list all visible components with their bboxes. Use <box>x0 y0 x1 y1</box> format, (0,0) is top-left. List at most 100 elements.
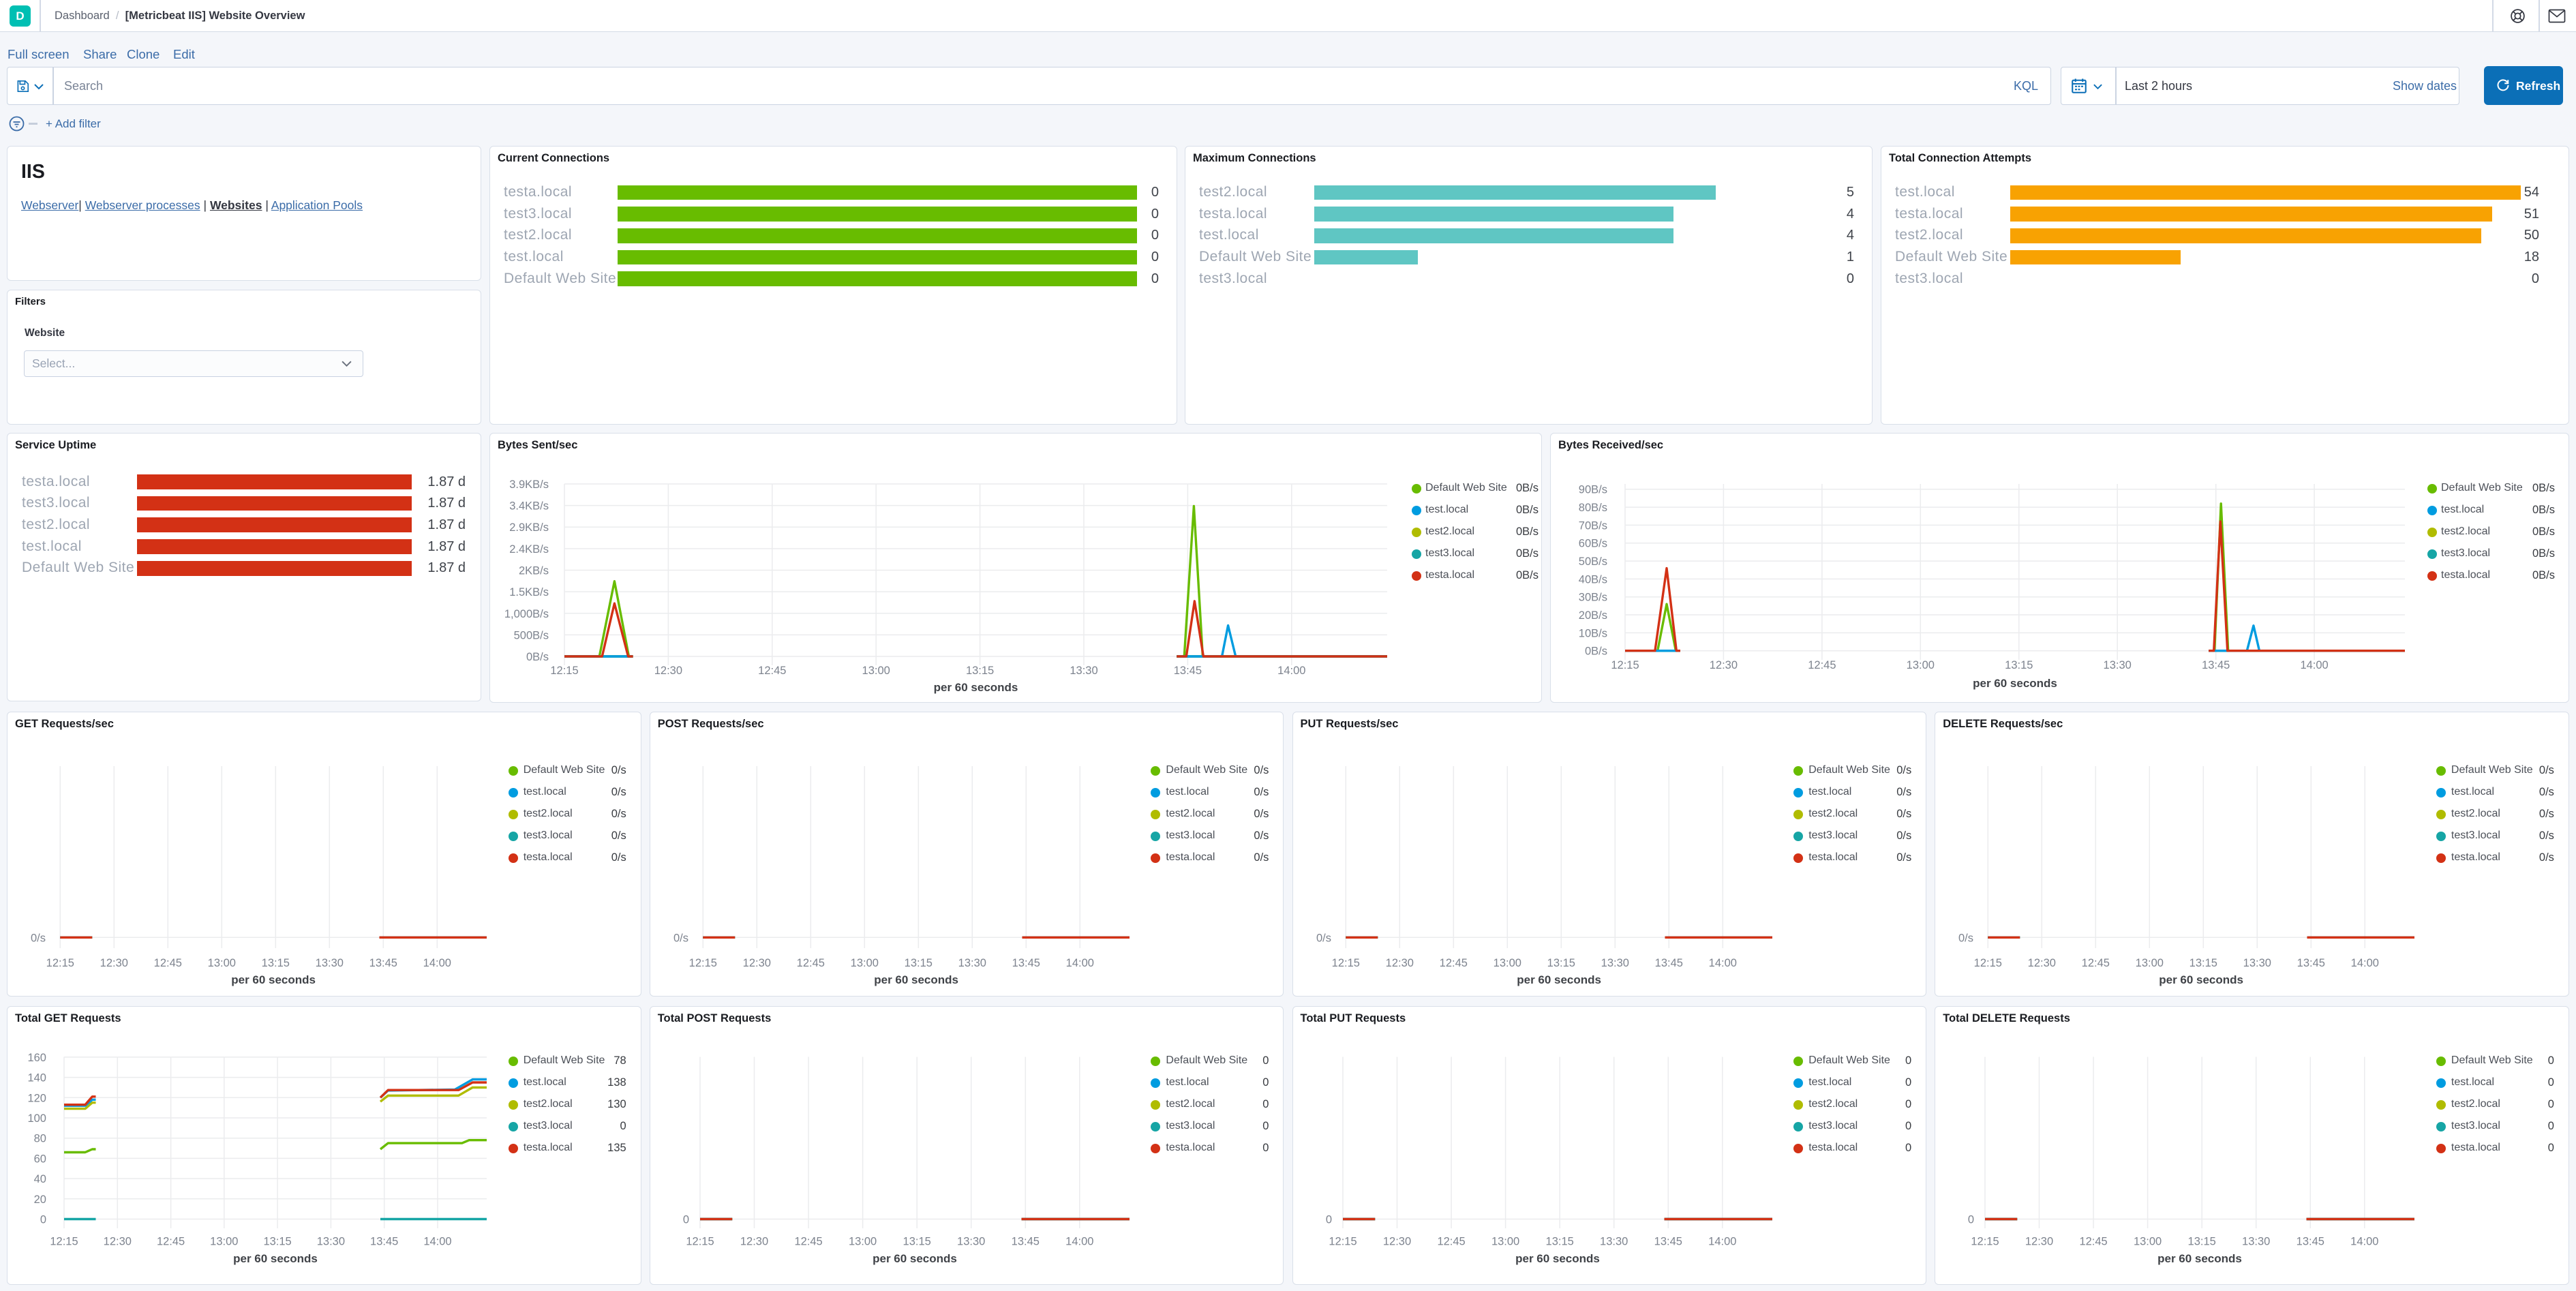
svg-text:0: 0 <box>1325 1213 1331 1226</box>
svg-text:90B/s: 90B/s <box>1579 484 1607 496</box>
svg-text:13:45: 13:45 <box>1012 957 1040 969</box>
svg-text:14:00: 14:00 <box>1065 1235 1093 1247</box>
svg-text:13:00: 13:00 <box>2134 1235 2162 1247</box>
svg-text:13:15: 13:15 <box>2189 957 2217 969</box>
svg-text:0B/s: 0B/s <box>1585 646 1607 658</box>
svg-text:13:45: 13:45 <box>369 957 397 969</box>
svg-text:13:00: 13:00 <box>850 957 878 969</box>
svg-text:20B/s: 20B/s <box>1579 609 1607 622</box>
svg-text:14:00: 14:00 <box>1708 957 1736 969</box>
svg-text:10B/s: 10B/s <box>1579 627 1607 639</box>
svg-text:13:30: 13:30 <box>317 1235 345 1247</box>
svg-text:13:30: 13:30 <box>1070 665 1097 677</box>
svg-text:13:00: 13:00 <box>210 1235 238 1247</box>
svg-text:13:45: 13:45 <box>1654 957 1682 969</box>
svg-text:12:45: 12:45 <box>154 957 182 969</box>
svg-text:14:00: 14:00 <box>423 957 451 969</box>
svg-text:13:00: 13:00 <box>862 665 890 677</box>
svg-text:80B/s: 80B/s <box>1579 502 1607 514</box>
svg-text:12:15: 12:15 <box>550 665 578 677</box>
svg-text:per 60 seconds: per 60 seconds <box>1515 1251 1600 1264</box>
svg-text:13:00: 13:00 <box>1491 1235 1519 1247</box>
svg-text:12:30: 12:30 <box>1382 1235 1410 1247</box>
svg-text:13:45: 13:45 <box>2297 957 2325 969</box>
svg-text:13:45: 13:45 <box>1011 1235 1039 1247</box>
svg-text:13:00: 13:00 <box>1907 659 1935 671</box>
svg-text:50B/s: 50B/s <box>1579 556 1607 568</box>
svg-text:12:15: 12:15 <box>1611 659 1639 671</box>
svg-text:13:00: 13:00 <box>1493 957 1521 969</box>
svg-text:40B/s: 40B/s <box>1579 573 1607 586</box>
svg-text:12:45: 12:45 <box>157 1235 185 1247</box>
svg-text:13:15: 13:15 <box>1547 957 1575 969</box>
svg-text:12:45: 12:45 <box>2080 1235 2108 1247</box>
svg-text:14:00: 14:00 <box>2351 957 2379 969</box>
svg-text:12:30: 12:30 <box>2028 957 2056 969</box>
svg-text:13:45: 13:45 <box>2297 1235 2324 1247</box>
svg-text:13:30: 13:30 <box>1600 1235 1628 1247</box>
svg-text:13:15: 13:15 <box>904 957 932 969</box>
svg-text:14:00: 14:00 <box>1708 1235 1736 1247</box>
svg-text:13:15: 13:15 <box>2188 1235 2216 1247</box>
svg-text:0/s: 0/s <box>31 932 46 944</box>
svg-text:13:00: 13:00 <box>2136 957 2164 969</box>
svg-text:13:15: 13:15 <box>263 1235 291 1247</box>
svg-text:per 60 seconds: per 60 seconds <box>873 1251 957 1264</box>
svg-text:13:30: 13:30 <box>957 1235 985 1247</box>
svg-text:12:45: 12:45 <box>2082 957 2110 969</box>
svg-text:12:30: 12:30 <box>1385 957 1413 969</box>
svg-text:14:00: 14:00 <box>2300 659 2328 671</box>
svg-text:12:45: 12:45 <box>794 1235 822 1247</box>
svg-text:13:30: 13:30 <box>958 957 986 969</box>
svg-text:per 60 seconds: per 60 seconds <box>2159 973 2243 986</box>
svg-text:0/s: 0/s <box>673 932 688 944</box>
svg-text:12:15: 12:15 <box>1329 1235 1357 1247</box>
svg-text:14:00: 14:00 <box>423 1235 451 1247</box>
svg-text:12:45: 12:45 <box>1439 957 1467 969</box>
svg-text:120: 120 <box>27 1092 46 1104</box>
svg-text:per 60 seconds: per 60 seconds <box>1517 973 1601 986</box>
svg-text:12:30: 12:30 <box>740 1235 768 1247</box>
svg-text:12:30: 12:30 <box>742 957 770 969</box>
svg-text:0/s: 0/s <box>1316 932 1331 944</box>
svg-text:40: 40 <box>34 1173 46 1185</box>
svg-text:13:15: 13:15 <box>966 665 994 677</box>
svg-text:80: 80 <box>34 1132 46 1144</box>
svg-text:14:00: 14:00 <box>1277 665 1305 677</box>
svg-text:per 60 seconds: per 60 seconds <box>934 681 1018 694</box>
svg-text:12:30: 12:30 <box>2025 1235 2053 1247</box>
svg-text:13:00: 13:00 <box>849 1235 877 1247</box>
svg-text:13:15: 13:15 <box>262 957 290 969</box>
svg-text:0B/s: 0B/s <box>526 651 549 663</box>
svg-text:12:15: 12:15 <box>1331 957 1359 969</box>
svg-text:140: 140 <box>27 1072 46 1084</box>
svg-text:12:15: 12:15 <box>1974 957 2002 969</box>
svg-text:12:45: 12:45 <box>1808 659 1836 671</box>
svg-text:12:15: 12:15 <box>46 957 74 969</box>
svg-text:13:30: 13:30 <box>2242 1235 2270 1247</box>
svg-text:13:45: 13:45 <box>370 1235 398 1247</box>
svg-text:12:30: 12:30 <box>654 665 682 677</box>
svg-text:14:00: 14:00 <box>2350 1235 2378 1247</box>
svg-text:13:15: 13:15 <box>1545 1235 1573 1247</box>
svg-text:13:30: 13:30 <box>2243 957 2271 969</box>
svg-text:13:45: 13:45 <box>2202 659 2230 671</box>
svg-text:0: 0 <box>1968 1213 1974 1226</box>
svg-text:13:45: 13:45 <box>1174 665 1202 677</box>
svg-text:0: 0 <box>683 1213 689 1226</box>
svg-text:12:45: 12:45 <box>796 957 824 969</box>
svg-text:60: 60 <box>34 1153 46 1165</box>
svg-text:3.9KB/s: 3.9KB/s <box>509 479 549 491</box>
svg-text:2.9KB/s: 2.9KB/s <box>509 521 549 534</box>
svg-text:12:15: 12:15 <box>50 1235 78 1247</box>
svg-text:2.4KB/s: 2.4KB/s <box>509 543 549 556</box>
svg-text:per 60 seconds: per 60 seconds <box>1973 677 2057 690</box>
svg-text:12:45: 12:45 <box>758 665 786 677</box>
svg-text:60B/s: 60B/s <box>1579 538 1607 550</box>
svg-text:12:15: 12:15 <box>1971 1235 1999 1247</box>
svg-text:500B/s: 500B/s <box>514 629 549 641</box>
svg-text:160: 160 <box>27 1051 46 1063</box>
svg-text:13:45: 13:45 <box>1654 1235 1682 1247</box>
svg-text:70B/s: 70B/s <box>1579 519 1607 532</box>
svg-text:per 60 seconds: per 60 seconds <box>231 973 316 986</box>
